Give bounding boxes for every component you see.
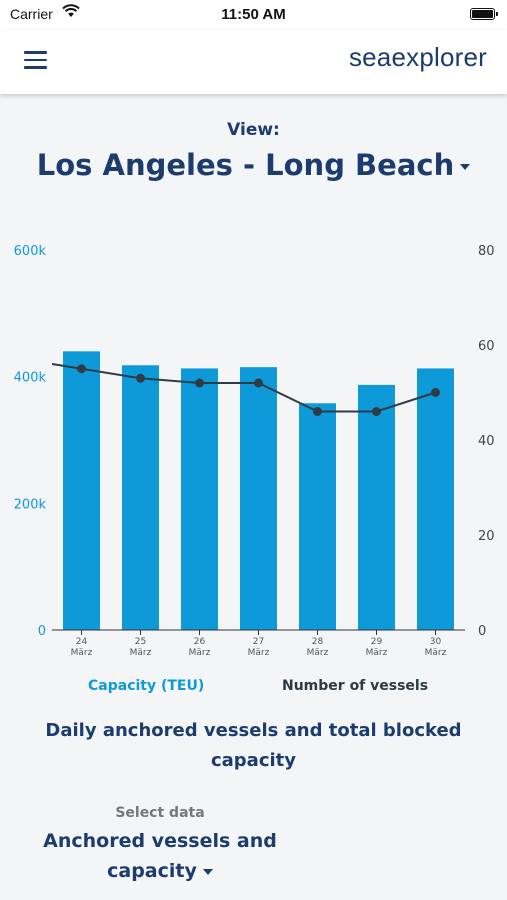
y-right-tick-label: 0	[478, 624, 486, 639]
vessels-point[interactable]	[372, 407, 381, 416]
chart-title: Daily anchored vessels and total blocked…	[45, 720, 462, 771]
vessels-point[interactable]	[136, 373, 145, 383]
carrier-label: Carrier	[10, 6, 53, 22]
chart-legend: Capacity (TEU) Number of vessels	[0, 678, 507, 698]
vessels-point[interactable]	[254, 378, 263, 388]
caret-down-icon	[202, 868, 213, 875]
y-left-tick-label: 600k	[14, 244, 47, 259]
wifi-icon	[62, 4, 80, 17]
x-tick-label-day: 29	[371, 637, 383, 647]
x-tick-label-month: März	[425, 648, 447, 658]
brand-logo: seaexplorer	[348, 42, 487, 72]
data-selector[interactable]: Anchored vessels and capacity	[30, 826, 290, 886]
y-right-tick-label: 40	[478, 434, 495, 449]
x-tick-label-day: 24	[76, 637, 88, 647]
x-tick-label-month: März	[307, 648, 329, 658]
vessels-point[interactable]	[313, 407, 322, 416]
capacity-bar[interactable]	[299, 403, 336, 630]
y-left-tick-label: 0	[38, 624, 46, 639]
x-tick-label-day: 30	[430, 637, 442, 647]
y-left-tick-label: 200k	[14, 497, 47, 512]
view-label: View:	[227, 120, 280, 140]
y-right-tick-label: 60	[478, 339, 495, 354]
x-tick-label-month: März	[71, 648, 93, 658]
capacity-bar[interactable]	[417, 368, 454, 630]
port-selector[interactable]: Los Angeles - Long Beach	[0, 148, 507, 182]
x-tick-label-month: März	[189, 648, 211, 658]
select-data-label: Select data	[115, 805, 205, 821]
vessels-point[interactable]	[431, 388, 440, 397]
port-selector-value: Los Angeles - Long Beach	[36, 148, 455, 182]
capacity-bar[interactable]	[63, 351, 100, 630]
clock: 11:50 AM	[221, 6, 286, 23]
legend-vessels[interactable]: Number of vessels	[282, 678, 429, 694]
capacity-bar[interactable]	[181, 368, 218, 630]
battery-icon	[470, 8, 498, 20]
x-tick-label-month: März	[130, 648, 152, 658]
x-tick-label-month: März	[366, 648, 388, 658]
data-selector-value: Anchored vessels and capacity	[43, 830, 277, 882]
hamburger-menu-icon[interactable]	[24, 51, 47, 69]
x-tick-label-day: 27	[253, 637, 264, 647]
capacity-bar[interactable]	[122, 365, 159, 630]
x-tick-label-month: März	[248, 648, 270, 658]
legend-capacity[interactable]: Capacity (TEU)	[88, 678, 205, 694]
status-bar: Carrier 11:50 AM	[0, 0, 507, 30]
anchored-vessels-chart: 0200k400k600k02040608024März25März26März…	[14, 244, 495, 658]
y-left-tick-label: 400k	[14, 371, 47, 386]
vessels-point[interactable]	[195, 378, 204, 388]
capacity-bar[interactable]	[240, 367, 277, 630]
x-tick-label-day: 25	[135, 637, 146, 647]
x-tick-label-day: 28	[312, 637, 324, 647]
capacity-bar[interactable]	[358, 384, 395, 630]
vessels-point[interactable]	[77, 364, 86, 374]
app-header: seaexplorer	[0, 30, 507, 94]
caret-down-icon	[460, 164, 471, 170]
x-tick-label-day: 26	[194, 637, 206, 647]
y-right-tick-label: 20	[478, 529, 495, 544]
vessels-line	[51, 363, 436, 413]
y-right-tick-label: 80	[478, 244, 495, 259]
